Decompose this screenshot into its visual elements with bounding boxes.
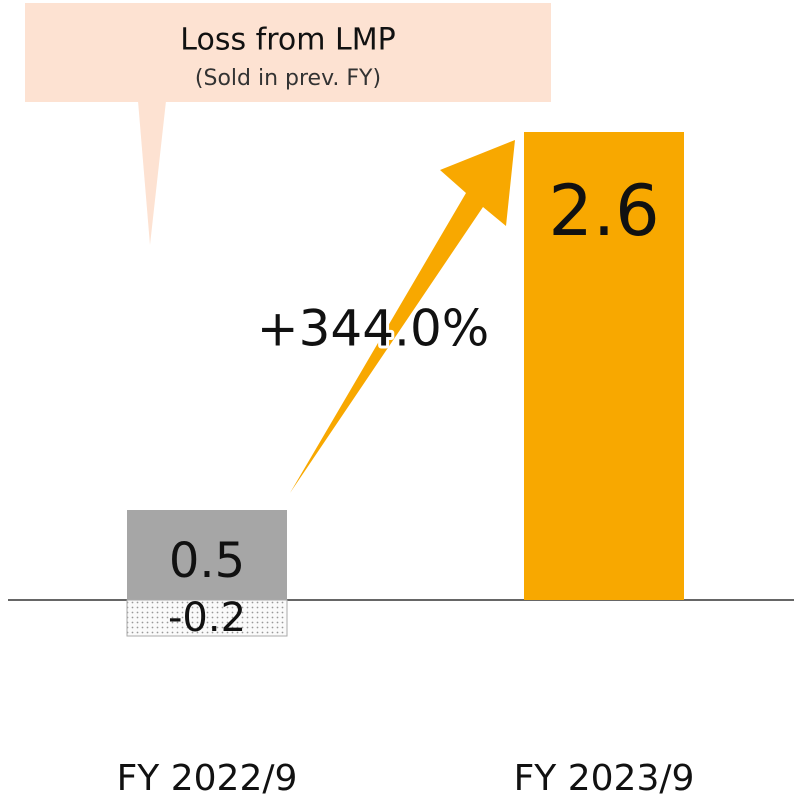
callout-tail (138, 101, 166, 245)
x-tick-label: FY 2023/9 (514, 758, 695, 799)
bar (126, 599, 288, 637)
bar (127, 510, 287, 600)
growth-label: +344.0% (257, 300, 490, 358)
value-label: 0.5 (169, 533, 245, 589)
bar (524, 132, 684, 600)
growth-arrow (290, 140, 515, 493)
value-label: -0.2 (168, 595, 246, 641)
x-tick-label: FY 2022/9 (117, 758, 298, 799)
value-label: 2.6 (548, 170, 659, 252)
callout-box (25, 3, 551, 102)
callout-title: Loss from LMP (180, 23, 395, 58)
callout-subtitle: (Sold in prev. FY) (195, 66, 381, 91)
callout: Loss from LMP (Sold in prev. FY) (25, 3, 551, 245)
